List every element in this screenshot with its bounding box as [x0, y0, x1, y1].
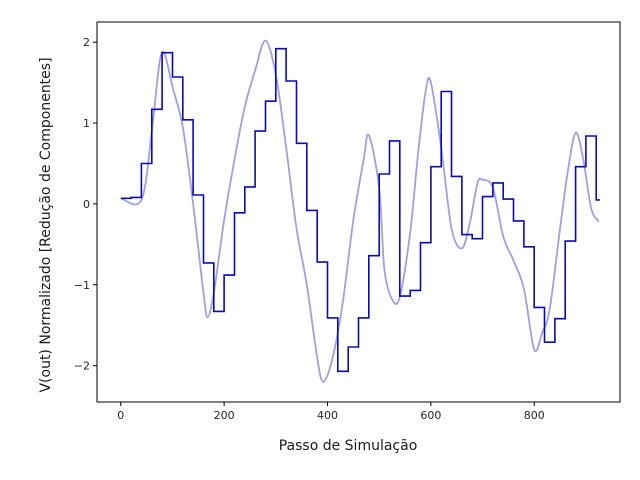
y-tick-label: −1: [74, 279, 90, 292]
y-tick-label: 1: [83, 117, 90, 130]
y-axis: −2 −1 0 1 2: [74, 36, 97, 373]
x-axis-label: Passo de Simulação: [279, 438, 418, 454]
series-line-2: [120, 47, 600, 373]
x-tick-label: 0: [117, 409, 124, 422]
plot-area: [96, 21, 621, 403]
x-axis: 0 200 400 600 800: [117, 402, 545, 422]
x-tick-label: 400: [317, 409, 338, 422]
series-line-1: [120, 39, 600, 383]
y-tick-label: −2: [74, 360, 90, 373]
plot-frame: [96, 21, 621, 403]
x-tick-label: 200: [214, 409, 235, 422]
y-tick-label: 0: [83, 198, 90, 211]
y-tick-label: 2: [83, 36, 90, 49]
x-tick-label: 600: [420, 409, 441, 422]
y-axis-label: V(out) Normalizado [Redução de Component…: [38, 57, 54, 392]
x-tick-label: 800: [524, 409, 545, 422]
